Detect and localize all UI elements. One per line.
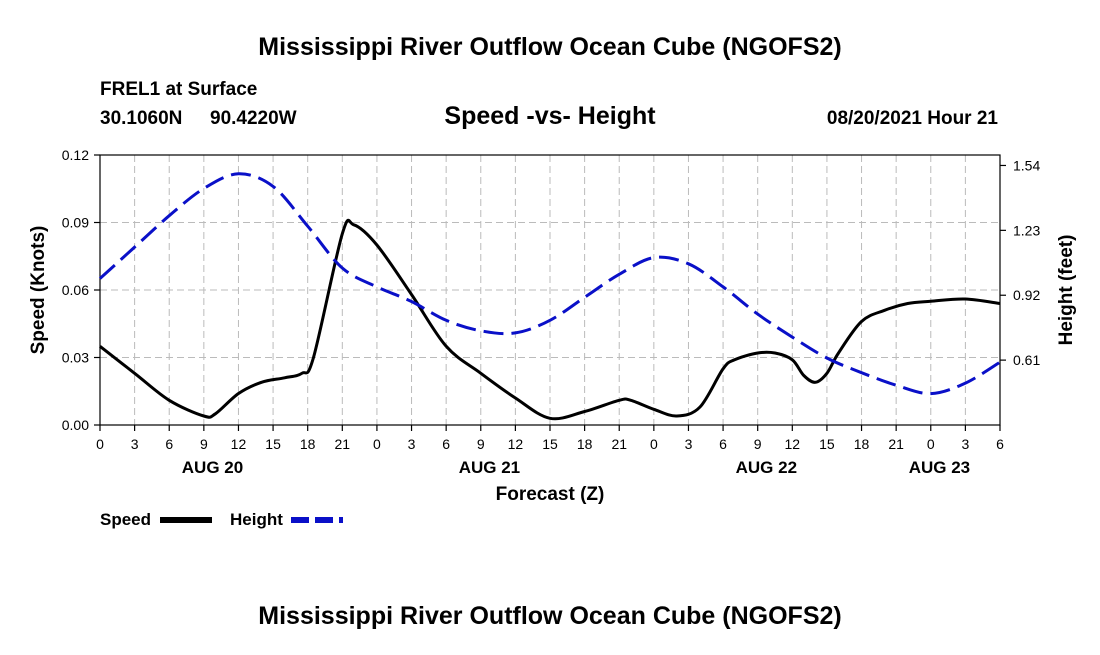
forecast-datetime: 08/20/2021 Hour 21 xyxy=(827,108,999,129)
x-axis-tick-label: 9 xyxy=(754,436,762,452)
legend-speed-label: Speed xyxy=(100,510,151,529)
x-axis-tick-label: 12 xyxy=(785,436,801,452)
left-axis-tick-label: 0.03 xyxy=(62,350,89,366)
left-axis-label: Speed (Knots) xyxy=(28,226,49,355)
left-axis: 0.00 0.03 0.06 0.09 0.12 xyxy=(62,147,100,433)
grid-lines xyxy=(99,154,1001,426)
x-axis-tick-label: 3 xyxy=(408,436,416,452)
date-label: AUG 23 xyxy=(909,458,970,477)
date-label: AUG 22 xyxy=(736,458,797,477)
x-axis-tick-label: 21 xyxy=(335,436,351,452)
x-axis-tick-label: 0 xyxy=(96,436,104,452)
right-axis: 0.61 0.92 1.23 1.54 xyxy=(1000,157,1040,368)
x-axis-tick-label: 9 xyxy=(477,436,485,452)
x-axis-tick-label: 6 xyxy=(165,436,173,452)
x-axis-tick-label: 15 xyxy=(819,436,835,452)
x-axis-tick-label: 0 xyxy=(927,436,935,452)
x-axis-tick-label: 18 xyxy=(854,436,870,452)
x-axis-tick-label: 21 xyxy=(611,436,627,452)
left-axis-tick-label: 0.12 xyxy=(62,147,89,163)
x-axis-tick-label: 15 xyxy=(265,436,281,452)
x-axis: 0 3 6 9 12 15 18 21 0 3 6 9 12 15 18 21 0 3 6 9 12 15 18 21 0 3 6A… xyxy=(96,425,1004,477)
left-axis-tick-label: 0.06 xyxy=(62,282,89,298)
chart-title: Mississippi River Outflow Ocean Cube (NG… xyxy=(258,33,841,61)
x-axis-tick-label: 15 xyxy=(542,436,558,452)
right-axis-tick-label: 0.61 xyxy=(1013,352,1040,368)
legend: Speed Height xyxy=(100,510,343,529)
chart-subtitle: Speed -vs- Height xyxy=(444,102,656,130)
x-axis-tick-label: 0 xyxy=(373,436,381,452)
x-axis-tick-label: 6 xyxy=(719,436,727,452)
right-axis-tick-label: 1.54 xyxy=(1013,157,1040,173)
right-axis-tick-label: 0.92 xyxy=(1013,287,1040,303)
station-name: FREL1 at Surface xyxy=(100,79,257,100)
height-series-line xyxy=(98,172,1001,396)
x-axis-tick-label: 3 xyxy=(961,436,969,452)
footer-title: Mississippi River Outflow Ocean Cube (NG… xyxy=(258,602,841,630)
station-lat: 30.1060N xyxy=(100,108,182,129)
x-axis-tick-label: 3 xyxy=(685,436,693,452)
left-axis-tick-label: 0.00 xyxy=(62,417,89,433)
x-axis-tick-label: 18 xyxy=(300,436,316,452)
x-axis-tick-label: 9 xyxy=(200,436,208,452)
x-axis-label: Forecast (Z) xyxy=(496,484,605,505)
x-axis-tick-label: 6 xyxy=(996,436,1004,452)
legend-height-label: Height xyxy=(230,510,283,529)
x-axis-tick-label: 18 xyxy=(577,436,593,452)
date-label: AUG 21 xyxy=(459,458,520,477)
x-axis-tick-label: 0 xyxy=(650,436,658,452)
right-axis-tick-label: 1.23 xyxy=(1013,222,1040,238)
station-lon: 90.4220W xyxy=(210,108,297,129)
x-axis-tick-label: 12 xyxy=(231,436,247,452)
x-axis-tick-label: 3 xyxy=(131,436,139,452)
x-axis-tick-label: 21 xyxy=(888,436,904,452)
x-axis-tick-label: 6 xyxy=(442,436,450,452)
right-axis-label: Height (feet) xyxy=(1056,235,1077,346)
date-label: AUG 20 xyxy=(182,458,243,477)
series-layer xyxy=(98,172,1001,421)
x-axis-tick-label: 12 xyxy=(508,436,524,452)
left-axis-tick-label: 0.09 xyxy=(62,215,89,231)
